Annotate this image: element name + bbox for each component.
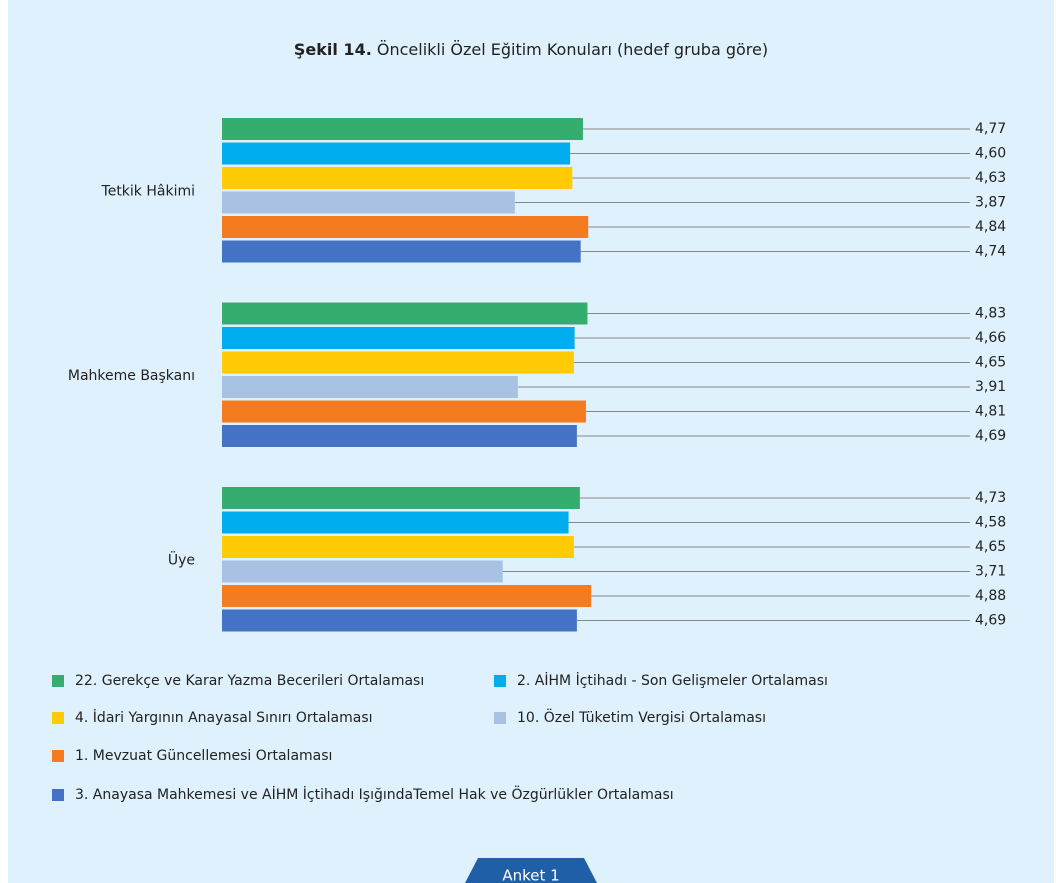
category-label: Üye <box>168 551 195 569</box>
value-label: 4,69 <box>975 428 1006 444</box>
legend-swatch <box>52 712 64 724</box>
bar <box>222 609 577 632</box>
value-label: 4,81 <box>975 404 1006 420</box>
footer-tab-label: Anket 1 <box>502 867 559 883</box>
bar <box>222 536 574 558</box>
bar <box>222 327 575 349</box>
value-label: 4,66 <box>975 330 1006 346</box>
value-label: 4,60 <box>975 146 1006 162</box>
legend-swatch <box>494 675 506 687</box>
value-label: 4,65 <box>975 539 1006 555</box>
bar <box>222 351 574 374</box>
legend-label: 4. İdari Yargının Anayasal Sınırı Ortala… <box>75 708 373 726</box>
value-label: 4,88 <box>975 588 1006 604</box>
value-label: 4,69 <box>975 613 1006 629</box>
bar <box>222 142 571 165</box>
value-label: 4,73 <box>975 490 1006 506</box>
bar <box>222 118 583 140</box>
value-label: 4,84 <box>975 219 1006 235</box>
bar <box>222 487 580 509</box>
bar <box>222 400 586 423</box>
bar <box>222 425 577 447</box>
legend-swatch <box>52 750 64 762</box>
category-label: Mahkeme Başkanı <box>68 368 195 384</box>
footer-tab <box>465 858 597 883</box>
value-label: 4,77 <box>975 121 1006 137</box>
legend-label: 10. Özel Tüketim Vergisi Ortalaması <box>517 708 766 726</box>
value-label: 3,87 <box>975 195 1006 211</box>
bar <box>222 560 503 583</box>
legend-swatch <box>52 675 64 687</box>
title-text: Öncelikli Özel Eğitim Konuları (hedef gr… <box>377 40 768 59</box>
value-label: 4,74 <box>975 244 1006 260</box>
bar <box>222 191 515 214</box>
title-label: Şekil 14. <box>294 40 372 59</box>
bar <box>222 302 588 325</box>
chart-title: Şekil 14. Öncelikli Özel Eğitim Konuları… <box>294 40 768 59</box>
bar <box>222 511 569 534</box>
value-label: 4,58 <box>975 515 1006 531</box>
value-label: 4,63 <box>975 170 1006 186</box>
bar <box>222 240 581 263</box>
category-label: Tetkik Hâkimi <box>101 184 195 200</box>
bar <box>222 585 592 607</box>
legend-label: 3. Anayasa Mahkemesi ve AİHM İçtihadı Iş… <box>75 785 674 803</box>
legend-swatch <box>52 789 64 801</box>
value-label: 3,71 <box>975 564 1006 580</box>
value-label: 4,83 <box>975 306 1006 322</box>
legend-label: 22. Gerekçe ve Karar Yazma Becerileri Or… <box>75 673 424 689</box>
bar <box>222 216 589 238</box>
value-label: 3,91 <box>975 379 1006 395</box>
legend-swatch <box>494 712 506 724</box>
bar <box>222 167 573 189</box>
legend-label: 2. AİHM İçtihadı - Son Gelişmeler Ortala… <box>517 671 828 689</box>
legend-label: 1. Mevzuat Güncellemesi Ortalaması <box>75 748 332 764</box>
value-label: 4,65 <box>975 355 1006 371</box>
bar <box>222 376 518 398</box>
